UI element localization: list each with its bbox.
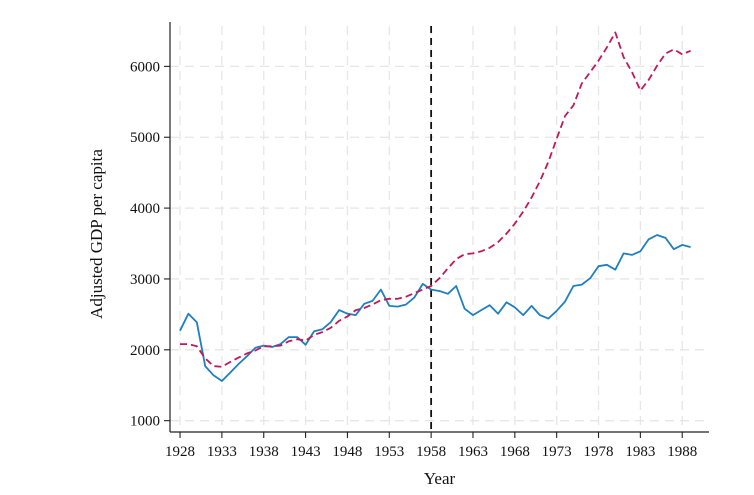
grid	[170, 26, 709, 432]
y-tick-label: 4000	[130, 201, 160, 217]
x-tick-label: 1958	[416, 444, 446, 460]
x-tick-label: 1953	[374, 444, 404, 460]
x-tick-label: 1963	[458, 444, 488, 460]
x-tick-label: 1968	[500, 444, 530, 460]
series-line-synthetic	[180, 31, 691, 368]
y-axis-title: Adjusted GDP per capita	[87, 149, 106, 319]
y-tick-label: 5000	[130, 130, 160, 146]
x-axis-title: Year	[424, 469, 456, 488]
x-tick-label: 1938	[249, 444, 279, 460]
x-tick-label: 1973	[542, 444, 572, 460]
y-tick-label: 6000	[130, 59, 160, 75]
tick-labels: 1000 2000 3000 4000 5000 6000 1928 1933 1938 1943…	[130, 59, 697, 460]
y-tick-label: 3000	[130, 272, 160, 288]
x-tick-label: 1933	[207, 444, 237, 460]
series-group	[179, 31, 691, 382]
y-tick-label: 1000	[130, 414, 160, 430]
x-tick-label: 1948	[332, 444, 362, 460]
x-tick-label: 1928	[165, 444, 195, 460]
x-tick-label: 1943	[291, 444, 321, 460]
axes	[164, 22, 709, 438]
x-tick-label: 1978	[584, 444, 614, 460]
y-tick-label: 2000	[130, 343, 160, 359]
x-tick-label: 1983	[625, 444, 655, 460]
x-tick-label: 1988	[667, 444, 697, 460]
